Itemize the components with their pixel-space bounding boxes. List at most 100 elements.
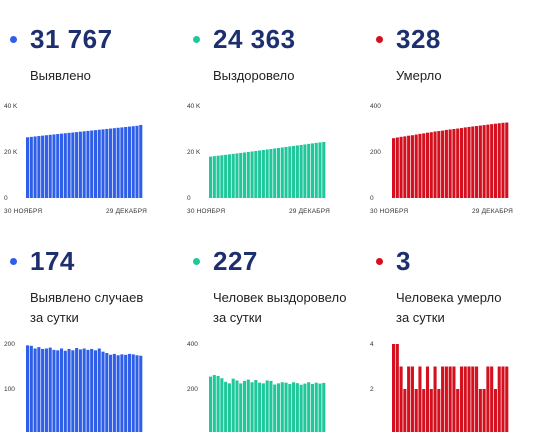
bar [60, 134, 63, 198]
bar [101, 129, 104, 198]
bullet-icon [193, 36, 200, 43]
bar [105, 353, 108, 432]
bar [396, 344, 399, 432]
x-tick-label: 30 НОЯБРЯ [187, 208, 225, 215]
bar [34, 349, 37, 432]
bar [400, 137, 403, 198]
bar [441, 367, 444, 432]
bar [318, 142, 321, 198]
bar [486, 367, 489, 432]
bar [490, 367, 493, 432]
bar [452, 129, 455, 198]
bar [273, 148, 276, 198]
bar [471, 126, 474, 198]
bar [26, 137, 29, 198]
bar [113, 128, 116, 198]
bar [296, 383, 299, 432]
bar [418, 367, 421, 432]
bar [68, 349, 71, 432]
x-tick-label: 30 НОЯБРЯ [4, 208, 42, 215]
bar [109, 355, 112, 432]
bar [449, 129, 452, 198]
bar [494, 389, 497, 432]
bar [254, 151, 257, 198]
bar [120, 354, 123, 432]
bar [269, 149, 272, 198]
bar [224, 155, 227, 198]
bar [483, 125, 486, 198]
bar [498, 123, 501, 198]
stat-value: 31 767 [30, 24, 113, 55]
bar [71, 350, 74, 432]
bar [232, 154, 235, 198]
bar [464, 367, 467, 432]
bar [52, 350, 55, 432]
bar [86, 131, 89, 198]
bar [262, 383, 265, 432]
stat-value: 3 [396, 246, 411, 277]
bar [411, 367, 414, 432]
bar [266, 149, 269, 198]
bar [415, 135, 418, 198]
bar [300, 145, 303, 198]
bar [449, 367, 452, 432]
bar [71, 132, 74, 198]
bar [98, 130, 101, 198]
bar [269, 381, 272, 432]
bar [139, 125, 142, 198]
bar [258, 383, 261, 432]
bar [120, 127, 123, 198]
bar [209, 377, 212, 432]
y-tick-label: 200 [4, 341, 15, 348]
bar [94, 130, 97, 198]
bar [407, 367, 410, 432]
chart-daily-deaths: 24 [366, 342, 536, 432]
stat-label: Человек выздоровело за сутки [213, 288, 346, 328]
bar [422, 389, 425, 432]
bar [415, 389, 418, 432]
bar [86, 350, 89, 432]
bar [430, 389, 433, 432]
stat-label: Выявлено [30, 66, 91, 86]
bar [460, 367, 463, 432]
y-tick-label: 0 [4, 195, 8, 202]
bar [217, 156, 220, 198]
bar [139, 356, 142, 432]
bullet-icon [376, 258, 383, 265]
stat-label: Человека умерло за сутки [396, 288, 502, 328]
bar [64, 133, 67, 198]
bar [434, 367, 437, 432]
bar [505, 367, 508, 432]
bar [322, 383, 325, 432]
y-tick-label: 0 [370, 195, 374, 202]
bar [213, 156, 216, 198]
bar [400, 367, 403, 432]
bar [239, 383, 242, 432]
bar [422, 133, 425, 198]
bar [34, 136, 37, 198]
bar [296, 145, 299, 198]
bar [292, 382, 295, 432]
y-tick-label: 200 [370, 149, 381, 156]
bar [37, 136, 40, 198]
bar [83, 131, 86, 198]
bar [266, 380, 269, 432]
stat-value: 174 [30, 246, 75, 277]
bar [411, 135, 414, 198]
bar [128, 354, 131, 432]
y-tick-label: 0 [187, 195, 191, 202]
bar [445, 367, 448, 432]
bar [396, 138, 399, 198]
stat-label: Выздоровело [213, 66, 295, 86]
bar [288, 146, 291, 198]
bar [456, 389, 459, 432]
bar [68, 133, 71, 198]
bar [418, 134, 421, 198]
bar [392, 138, 395, 198]
bar [83, 349, 86, 432]
bar [64, 351, 67, 432]
